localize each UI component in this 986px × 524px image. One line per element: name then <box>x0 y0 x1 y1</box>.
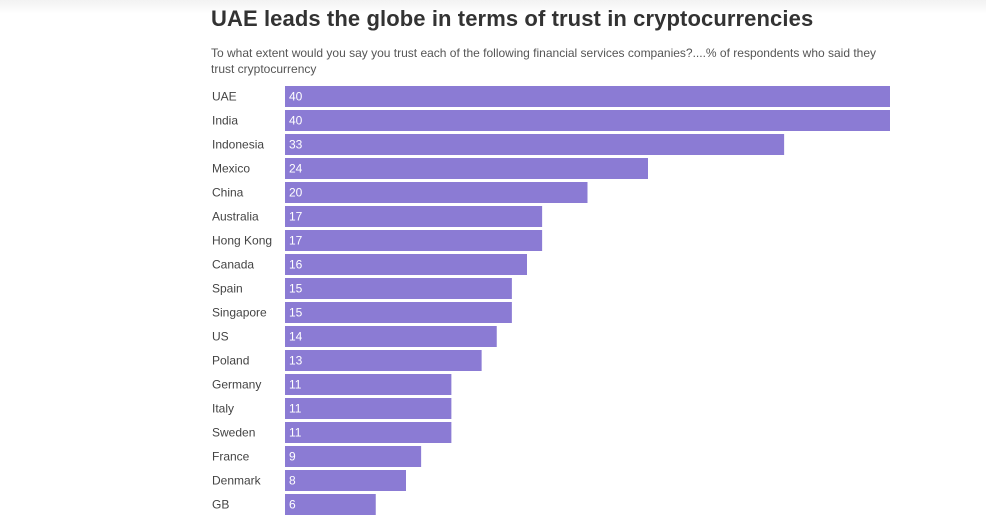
bar <box>285 110 890 131</box>
bar <box>285 470 406 491</box>
value-label: 6 <box>289 498 296 512</box>
value-label: 11 <box>289 426 302 440</box>
chart-subtitle: To what extent would you say you trust e… <box>211 46 877 76</box>
bar-row-indonesia: Indonesia 33 <box>212 134 785 155</box>
value-label: 15 <box>289 282 303 296</box>
value-label: 9 <box>289 450 296 464</box>
category-label: US <box>212 330 229 344</box>
bar-row-france: France 9 <box>212 446 422 467</box>
category-label: Mexico <box>212 162 250 176</box>
category-label: Indonesia <box>212 138 264 152</box>
bar-row-gb: GB 6 <box>212 494 376 515</box>
bar-row-poland: Poland 13 <box>212 350 482 371</box>
bar <box>285 86 890 107</box>
bar <box>285 230 543 251</box>
value-label: 14 <box>289 330 303 344</box>
category-label: GB <box>212 498 229 512</box>
bar-row-spain: Spain 15 <box>212 278 512 299</box>
value-label: 16 <box>289 258 303 272</box>
bar-row-canada: Canada 16 <box>212 254 527 275</box>
bar <box>285 494 376 515</box>
bar <box>285 134 785 155</box>
bar <box>285 182 588 203</box>
bar-row-mexico: Mexico 24 <box>212 158 648 179</box>
value-label: 20 <box>289 186 303 200</box>
value-label: 33 <box>289 138 303 152</box>
value-label: 24 <box>289 162 303 176</box>
bar-row-sweden: Sweden 11 <box>212 422 452 443</box>
bar-row-india: India 40 <box>212 110 890 131</box>
category-label: Singapore <box>212 306 267 320</box>
bar <box>285 302 512 323</box>
bar <box>285 254 527 275</box>
category-label: Germany <box>212 378 261 392</box>
value-label: 17 <box>289 234 303 248</box>
chart-title: UAE leads the globe in terms of trust in… <box>211 6 814 31</box>
bar <box>285 158 648 179</box>
value-label: 11 <box>289 402 302 416</box>
bar <box>285 446 422 467</box>
category-label: Denmark <box>212 474 262 488</box>
bar-row-italy: Italy 11 <box>212 398 452 419</box>
bar-row-denmark: Denmark 8 <box>212 470 406 491</box>
top-shade <box>0 0 986 14</box>
bar-row-us: US 14 <box>212 326 497 347</box>
bar <box>285 326 497 347</box>
value-label: 13 <box>289 354 303 368</box>
bar-row-china: China 20 <box>212 182 588 203</box>
category-label: Italy <box>212 402 234 416</box>
bar <box>285 422 452 443</box>
bar-row-hong-kong: Hong Kong 17 <box>212 230 543 251</box>
value-label: 40 <box>289 90 303 104</box>
bar <box>285 350 482 371</box>
category-label: Sweden <box>212 426 255 440</box>
category-label: China <box>212 186 244 200</box>
bar <box>285 398 452 419</box>
category-label: Australia <box>212 210 259 224</box>
bar <box>285 374 452 395</box>
value-label: 11 <box>289 378 302 392</box>
category-label: Hong Kong <box>212 234 272 248</box>
category-label: France <box>212 450 250 464</box>
category-label: India <box>212 114 238 128</box>
bar <box>285 278 512 299</box>
value-label: 17 <box>289 210 303 224</box>
bar-row-uae: UAE 40 <box>212 86 890 107</box>
bar-row-australia: Australia 17 <box>212 206 543 227</box>
bar-row-singapore: Singapore 15 <box>212 302 512 323</box>
category-label: UAE <box>212 90 237 104</box>
category-label: Canada <box>212 258 254 272</box>
bar <box>285 206 543 227</box>
category-label: Spain <box>212 282 243 296</box>
category-label: Poland <box>212 354 249 368</box>
value-label: 40 <box>289 114 303 128</box>
value-label: 15 <box>289 306 303 320</box>
value-label: 8 <box>289 474 296 488</box>
bar-row-germany: Germany 11 <box>212 374 452 395</box>
